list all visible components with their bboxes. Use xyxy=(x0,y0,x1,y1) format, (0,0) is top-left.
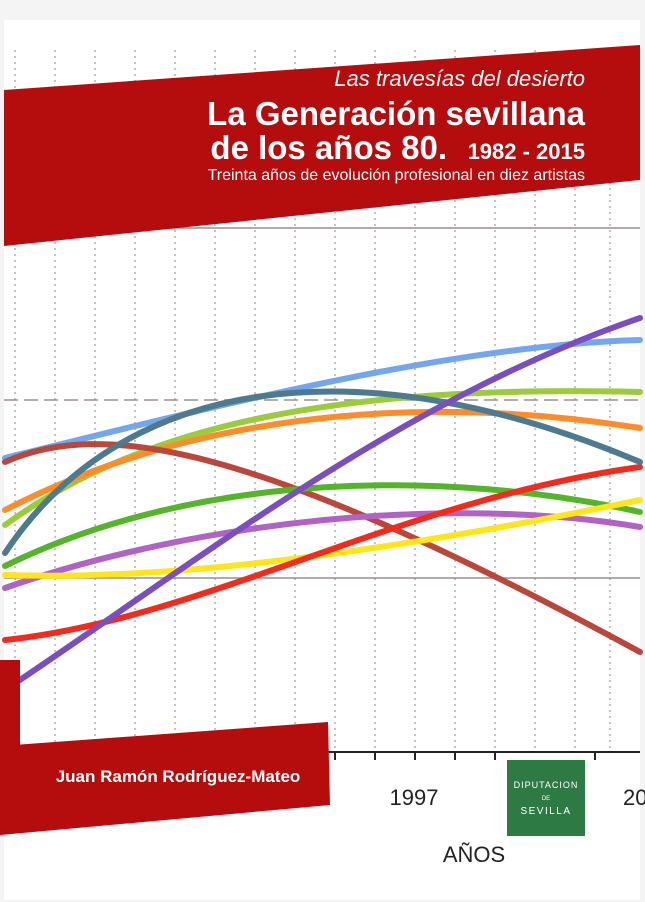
title-line: de los años 80. xyxy=(210,129,447,166)
axis-ticks xyxy=(334,752,596,760)
title-banner xyxy=(4,45,640,246)
publisher-logo xyxy=(507,760,585,836)
title-line: La Generación sevillana xyxy=(207,95,585,132)
author-banner xyxy=(0,722,330,835)
axis-title: AÑOS xyxy=(443,842,505,867)
curves xyxy=(2,315,643,693)
axis-label: 20 xyxy=(623,785,645,810)
edge-strip xyxy=(0,660,20,750)
logo-text: SEVILLA xyxy=(520,806,571,817)
subtitle: Treinta años de evolución profesional en… xyxy=(208,167,585,184)
series-title: Las travesías del desierto xyxy=(334,66,585,91)
logo-text: DIPUTACION xyxy=(514,780,579,790)
years: 1982 - 2015 xyxy=(468,139,585,164)
axis-label: 1997 xyxy=(390,785,439,810)
author: Juan Ramón Rodríguez-Mateo xyxy=(56,767,301,786)
logo-text: DE xyxy=(542,796,550,802)
